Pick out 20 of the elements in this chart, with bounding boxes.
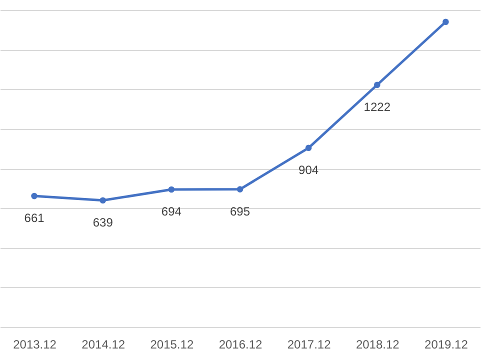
point (442, 18, 449, 26)
data-label: 1222 (364, 100, 391, 114)
data-label: 661 (24, 211, 45, 226)
x-tick-label: 2015.12 (150, 338, 194, 352)
data-label: 694 (161, 204, 182, 218)
x-tick-label: 2018.12 (356, 338, 400, 352)
data-label: 904 (298, 162, 319, 177)
x-tick-label: 2016.12 (218, 338, 263, 352)
point (305, 144, 312, 152)
x-tick-label: 2014.12 (82, 338, 126, 352)
x-tick-label: 2019.12 (424, 338, 468, 352)
data-label: 639 (92, 215, 114, 230)
point (236, 186, 244, 192)
point (100, 197, 106, 204)
point (31, 192, 38, 200)
point (374, 82, 380, 88)
x-tick-label: 2013.12 (13, 338, 57, 352)
x-tick-label: 2017.12 (287, 338, 332, 352)
point (168, 186, 175, 193)
data-label: 695 (230, 204, 250, 218)
